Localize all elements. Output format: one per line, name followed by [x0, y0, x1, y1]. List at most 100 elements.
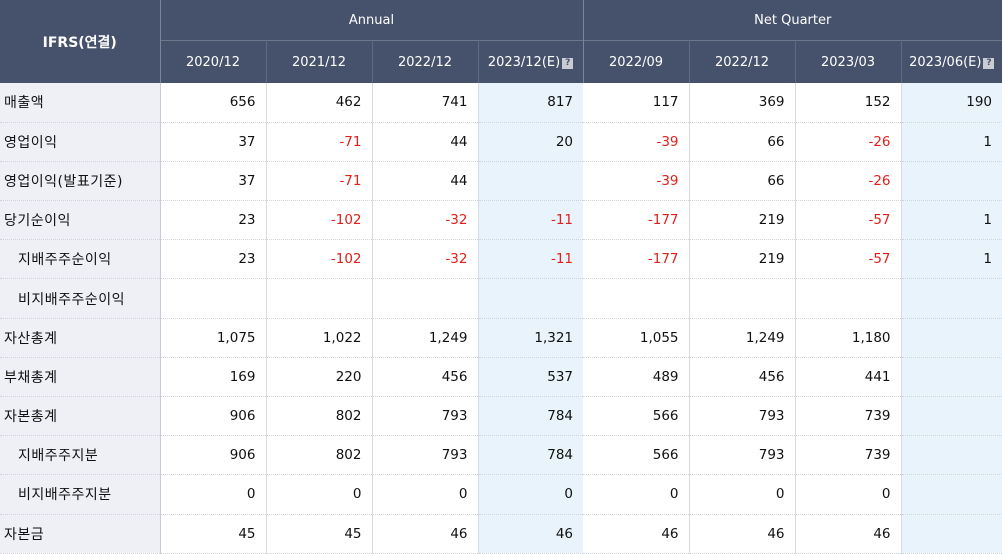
table-cell: 802 [266, 396, 373, 437]
column-header-label: 2023/12(E) [487, 54, 561, 70]
table-cell: 1 [901, 239, 1002, 280]
table-cell: 906 [160, 396, 267, 437]
row-label[interactable]: 부채총계 [0, 357, 161, 398]
row-label[interactable]: 당기순이익 [0, 200, 161, 241]
table-cell [901, 514, 1002, 554]
table-cell: 456 [689, 357, 796, 398]
help-icon[interactable]: ? [983, 57, 995, 69]
table-cell [901, 435, 1002, 476]
table-cell: 793 [372, 396, 479, 437]
column-header: 2023/03 [795, 40, 902, 83]
row-label[interactable]: 지배주주지분 [0, 435, 161, 476]
table-cell: 44 [372, 161, 479, 202]
table-cell: 46 [689, 514, 796, 554]
table-cell: 1,321 [478, 318, 584, 358]
column-header: 2020/12 [160, 40, 267, 83]
table-cell: 456 [372, 357, 479, 398]
table-body: 매출액 656 462 741 817 117 369 152 190 영업이익 37 -71 44 20… [0, 83, 1002, 554]
column-header: 2023/06(E)? [901, 40, 1002, 83]
table-cell: 793 [689, 435, 796, 476]
table-cell: 23 [160, 239, 267, 280]
table-cell: -57 [795, 239, 902, 280]
table-cell: 906 [160, 435, 267, 476]
table-cell: 784 [478, 396, 584, 437]
row-label[interactable]: 지배주주순이익 [0, 239, 161, 280]
table-cell [901, 161, 1002, 202]
table-cell: -39 [583, 161, 690, 202]
column-header-label: 2022/12 [715, 54, 770, 70]
table-cell: 169 [160, 357, 267, 398]
table-cell: 219 [689, 200, 796, 241]
row-label[interactable]: 자본총계 [0, 396, 161, 437]
column-header: 2022/12 [372, 40, 479, 83]
table-cell [266, 278, 373, 319]
table-cell: 1 [901, 122, 1002, 162]
column-header: 2021/12 [266, 40, 373, 83]
table-cell: 537 [478, 357, 584, 398]
table-row: 매출액 656 462 741 817 117 369 152 190 [0, 83, 1002, 123]
row-label[interactable]: 영업이익(발표기준) [0, 161, 161, 202]
table-cell: 46 [478, 514, 584, 554]
column-header-label: 2023/06(E) [909, 54, 982, 70]
row-label[interactable]: 매출액 [0, 83, 161, 123]
table-cell: -71 [266, 122, 373, 162]
table-cell: -26 [795, 161, 902, 202]
table-cell: -39 [583, 122, 690, 162]
table-cell: -71 [266, 161, 373, 202]
table-cell: 0 [478, 474, 584, 515]
table-cell: 462 [266, 83, 373, 123]
table-cell: 0 [583, 474, 690, 515]
column-header: 2023/12(E)? [478, 40, 584, 83]
table-cell: 0 [160, 474, 267, 515]
table-row: 지배주주순이익 23 -102 -32 -11 -177 219 -57 1 [0, 239, 1002, 280]
row-label[interactable]: 자본금 [0, 514, 161, 554]
table-cell [795, 278, 902, 319]
row-label[interactable]: 영업이익 [0, 122, 161, 162]
table-cell: 1,249 [689, 318, 796, 358]
table-cell: 817 [478, 83, 584, 123]
row-label[interactable]: 비지배주주순이익 [0, 278, 161, 319]
column-header-label: 2023/03 [821, 54, 876, 70]
table-cell: 46 [583, 514, 690, 554]
table-cell: 656 [160, 83, 267, 123]
table-cell [478, 161, 584, 202]
table-cell: 46 [795, 514, 902, 554]
table-cell: 46 [372, 514, 479, 554]
table-cell: 20 [478, 122, 584, 162]
row-label[interactable]: 자산총계 [0, 318, 161, 358]
table-cell: 219 [689, 239, 796, 280]
group-header-annual: Annual [160, 0, 584, 41]
table-cell [901, 357, 1002, 398]
row-label[interactable]: 비지배주주지분 [0, 474, 161, 515]
table-cell: 0 [795, 474, 902, 515]
table-cell: 1,075 [160, 318, 267, 358]
table-cell [901, 278, 1002, 319]
table-row: 자산총계 1,075 1,022 1,249 1,321 1,055 1,249 1,180 [0, 318, 1002, 358]
table-cell: 784 [478, 435, 584, 476]
table-row: 당기순이익 23 -102 -32 -11 -177 219 -57 1 [0, 200, 1002, 241]
table-cell: -32 [372, 200, 479, 241]
table-cell: 45 [266, 514, 373, 554]
table-cell: -32 [372, 239, 479, 280]
table-cell: 37 [160, 122, 267, 162]
help-icon[interactable]: ? [562, 57, 574, 69]
table-cell: 117 [583, 83, 690, 123]
table-cell: 0 [372, 474, 479, 515]
table-cell: 190 [901, 83, 1002, 123]
table-cell: 566 [583, 435, 690, 476]
table-cell: 66 [689, 161, 796, 202]
column-header-label: 2022/12 [397, 54, 452, 70]
table-cell: 220 [266, 357, 373, 398]
table-cell [901, 396, 1002, 437]
table-cell: -11 [478, 239, 584, 280]
table-cell [901, 474, 1002, 515]
table-cell: 739 [795, 435, 902, 476]
table-cell: 1 [901, 200, 1002, 241]
table-cell: 66 [689, 122, 796, 162]
table-cell: 802 [266, 435, 373, 476]
table-cell: 0 [266, 474, 373, 515]
table-row: 자본금 45 45 46 46 46 46 46 [0, 514, 1002, 554]
table-cell: 741 [372, 83, 479, 123]
table-cell: 1,249 [372, 318, 479, 358]
